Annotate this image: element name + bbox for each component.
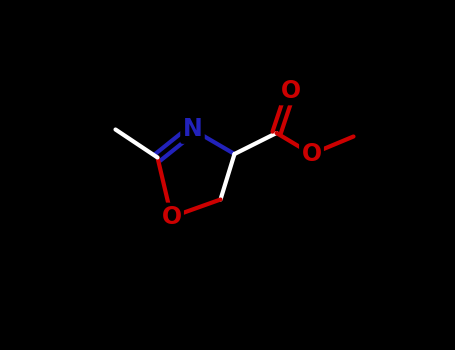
Text: N: N	[182, 118, 202, 141]
Text: O: O	[162, 205, 182, 229]
Text: O: O	[280, 79, 301, 103]
Text: O: O	[301, 142, 322, 166]
